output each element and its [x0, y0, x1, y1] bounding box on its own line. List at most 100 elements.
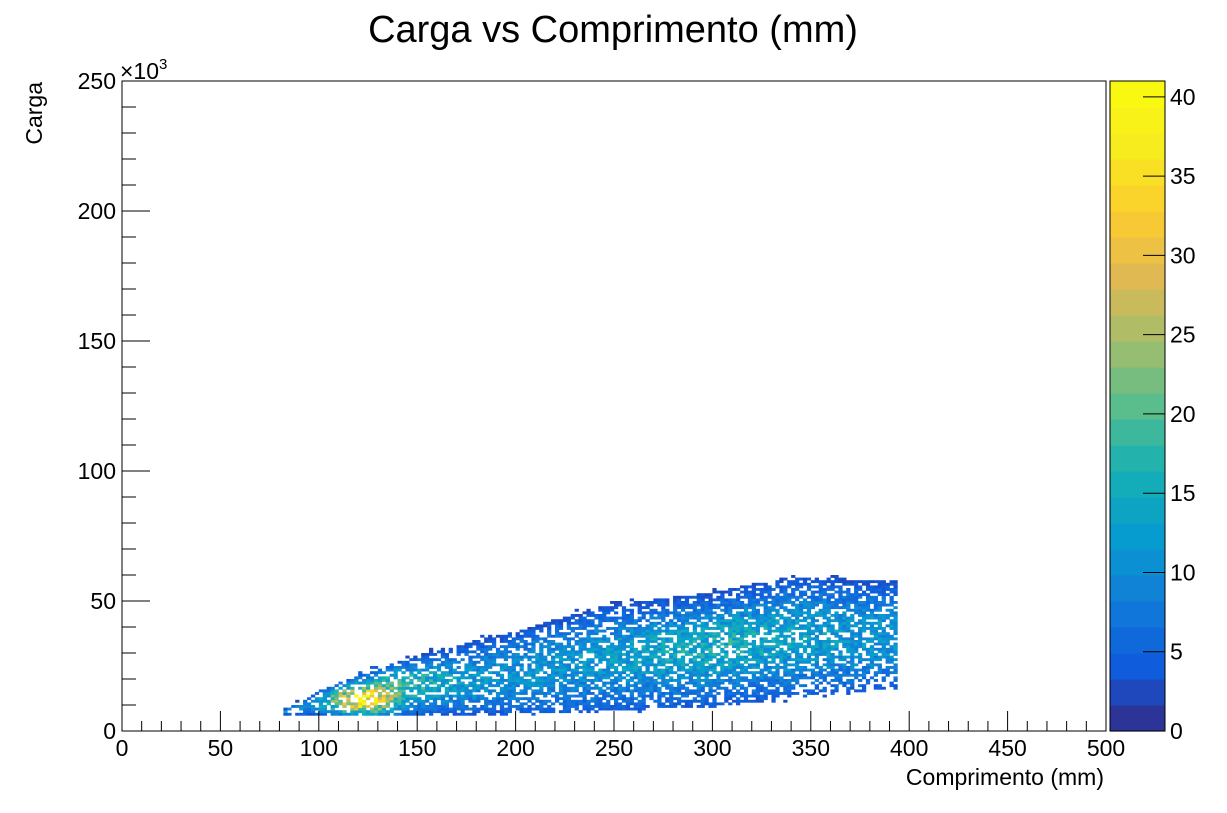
- heatmap-cell: [468, 707, 473, 711]
- heatmap-cell: [673, 679, 678, 682]
- heatmap-cell: [873, 671, 879, 675]
- heatmap-cell: [700, 598, 705, 602]
- heatmap-cell: [850, 634, 855, 638]
- heatmap-cell: [586, 684, 591, 688]
- chart-title: Carga vs Comprimento (mm): [368, 9, 858, 51]
- heatmap-cell: [468, 655, 473, 659]
- heatmap-cell: [582, 679, 587, 682]
- heatmap-cell: [751, 616, 756, 620]
- heatmap-cell: [700, 647, 705, 651]
- heatmap-cell: [755, 616, 760, 620]
- heatmap-cell: [846, 650, 851, 654]
- heatmap-cell: [295, 712, 300, 716]
- heatmap-cell: [826, 595, 831, 599]
- heatmap-cell: [617, 694, 623, 698]
- heatmap-cell: [822, 686, 827, 690]
- heatmap-cell: [787, 673, 792, 677]
- heatmap-cell: [519, 679, 524, 682]
- heatmap-cell: [547, 699, 552, 703]
- heatmap-cell: [503, 645, 509, 649]
- heatmap-cell: [429, 712, 434, 716]
- heatmap-cell: [358, 707, 363, 711]
- heatmap-cell: [539, 681, 544, 685]
- heatmap-cell: [802, 666, 808, 669]
- heatmap-cell: [881, 668, 886, 672]
- heatmap-cell: [484, 699, 489, 703]
- heatmap-cell: [873, 595, 879, 599]
- heatmap-cell: [606, 611, 611, 615]
- heatmap-cell: [676, 629, 682, 633]
- heatmap-cell: [590, 645, 595, 649]
- heatmap-cell: [633, 707, 638, 711]
- heatmap-cell: [881, 686, 886, 690]
- heatmap-cell: [834, 684, 839, 688]
- heatmap-cell: [653, 640, 658, 643]
- heatmap-cell: [602, 673, 607, 677]
- heatmap-cell: [405, 663, 410, 667]
- heatmap-cell: [814, 645, 819, 649]
- heatmap-cell: [614, 650, 619, 654]
- heatmap-cell: [484, 686, 489, 690]
- heatmap-cell: [751, 595, 756, 599]
- heatmap-cell: [743, 689, 749, 693]
- heatmap-cell: [566, 655, 572, 659]
- heatmap-cell: [846, 640, 851, 643]
- heatmap-cell: [791, 601, 796, 604]
- heatmap-cell: [653, 699, 658, 703]
- heatmap-cell: [417, 676, 422, 680]
- heatmap-cell: [885, 588, 890, 591]
- heatmap-cell: [578, 655, 583, 659]
- heatmap-cell: [314, 692, 320, 695]
- heatmap-cell: [732, 679, 737, 682]
- heatmap-cell: [696, 611, 701, 615]
- heatmap-cell: [515, 663, 520, 667]
- heatmap-cell: [838, 679, 843, 682]
- heatmap-cell: [802, 658, 808, 662]
- heatmap-cell: [787, 598, 792, 602]
- heatmap-cell: [775, 603, 780, 607]
- heatmap-cell: [488, 640, 493, 643]
- heatmap-cell: [405, 681, 410, 685]
- heatmap-cell: [704, 697, 709, 701]
- heatmap-cell: [566, 637, 572, 641]
- heatmap-cell: [798, 577, 804, 581]
- heatmap-cell: [645, 705, 650, 708]
- heatmap-cell: [838, 666, 843, 669]
- heatmap-cell: [472, 673, 477, 677]
- heatmap-cell: [743, 606, 749, 610]
- heatmap-cell: [480, 697, 485, 701]
- heatmap-cell: [354, 702, 359, 706]
- heatmap-cell: [334, 702, 339, 706]
- heatmap-cell: [562, 676, 568, 680]
- heatmap-cell: [798, 606, 804, 610]
- heatmap-cell: [507, 705, 512, 708]
- heatmap-cell: [385, 710, 390, 714]
- heatmap-cell: [377, 684, 383, 688]
- heatmap-cell: [610, 627, 615, 630]
- heatmap-cell: [629, 632, 634, 636]
- heatmap-cell: [708, 611, 713, 615]
- heatmap-cell: [838, 634, 843, 638]
- heatmap-cell: [641, 647, 646, 651]
- heatmap-cell: [649, 629, 654, 633]
- heatmap-cell: [625, 681, 631, 685]
- heatmap-cell: [547, 627, 552, 630]
- heatmap-cell: [692, 692, 697, 695]
- heatmap-cell: [791, 647, 796, 651]
- heatmap-cell: [614, 705, 619, 708]
- heatmap-cell: [834, 601, 839, 604]
- heatmap-cell: [369, 702, 375, 706]
- heatmap-cell: [688, 699, 694, 703]
- heatmap-cell: [716, 645, 721, 649]
- heatmap-cell: [598, 692, 603, 695]
- heatmap-cell: [834, 673, 839, 677]
- heatmap-cell: [775, 673, 780, 677]
- heatmap-cell: [539, 660, 544, 664]
- heatmap-cell: [889, 655, 894, 659]
- heatmap-cell: [802, 694, 808, 698]
- heatmap-cell: [645, 671, 650, 675]
- heatmap-cell: [558, 702, 564, 706]
- heatmap-cell: [366, 712, 371, 716]
- heatmap-cell: [798, 608, 804, 612]
- heatmap-cell: [724, 653, 729, 656]
